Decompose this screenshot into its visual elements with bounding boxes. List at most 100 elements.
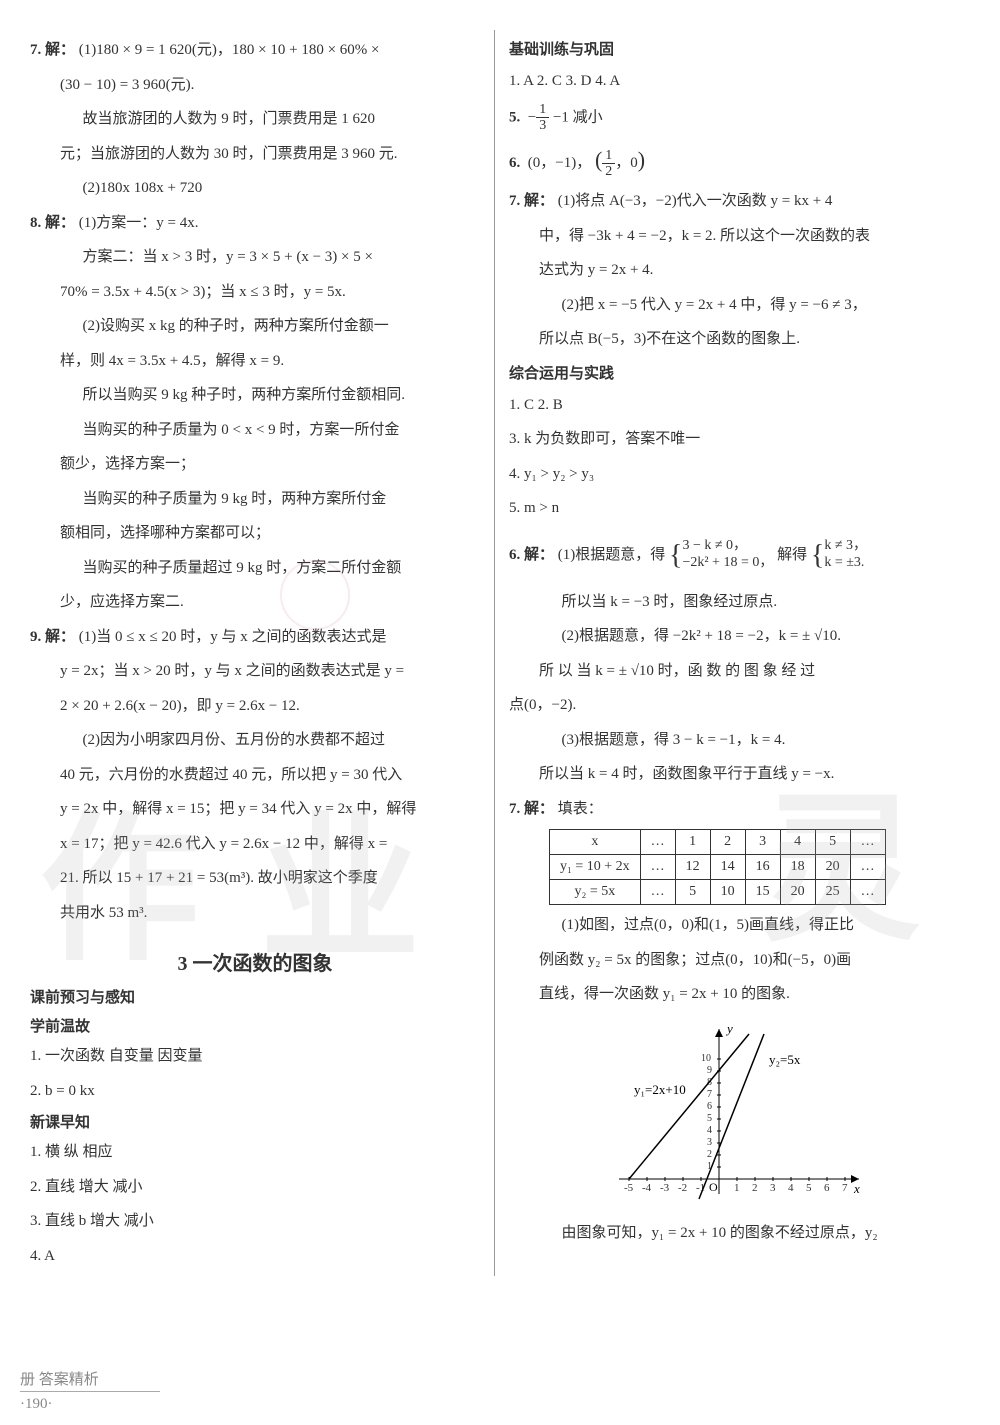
b7-intro: 解： [524, 193, 554, 209]
newknow-title: 新课早知 [30, 1111, 480, 1132]
left-column: 7. 解： (1)180 × 9 = 1 620(元)，180 × 10 + 1… [20, 30, 490, 1276]
table-cell: … [850, 830, 885, 855]
tick-label: -4 [642, 1182, 652, 1194]
b7-line1: 7. 解： (1)将点 A(−3，−2)代入一次函数 y = kx + 4 [509, 187, 959, 216]
warmup-item: 2. b = 0 kx [30, 1077, 480, 1106]
newknow-item: 1. 横 纵 相应 [30, 1138, 480, 1167]
page-number: ·190· [20, 1396, 160, 1413]
p7-text: 由图象可知，y₁ = 2x + 10 的图象不经过原点，y₂ [509, 1219, 959, 1248]
tick-label: 7 [842, 1182, 848, 1194]
p7-label: 7. [509, 801, 520, 817]
table-cell: 20 [815, 855, 850, 880]
basics-6: 6. (0，−1)， (12，0) [509, 139, 959, 181]
x-axis-label: x [853, 1181, 860, 1196]
column-divider [494, 30, 495, 1276]
q9-label: 9. [30, 629, 41, 645]
q8-text: 当购买的种子质量超过 9 kg 时，方案二所付金额 [30, 554, 480, 583]
basics-title: 基础训练与巩固 [509, 38, 959, 59]
q8-text: (1)方案一：y = 4x. [79, 215, 199, 231]
p7-text: 直线，得一次函数 y₁ = 2x + 10 的图象. [509, 980, 959, 1009]
practice-item: 5. m > n [509, 494, 959, 523]
q7-text: (30 − 10) = 3 960(元). [30, 71, 480, 100]
tick-label: 6 [824, 1182, 830, 1194]
b7-text: (1)将点 A(−3，−2)代入一次函数 y = kx + 4 [558, 193, 833, 209]
b6-text: ，0 [615, 155, 638, 171]
p6-text: (3)根据题意，得 3 − k = −1，k = 4. [509, 726, 959, 755]
q7-line1: 7. 解： (1)180 × 9 = 1 620(元)，180 × 10 + 1… [30, 36, 480, 65]
table-cell: … [640, 830, 675, 855]
practice-item: 4. y₁ > y₂ > y₃ [509, 460, 959, 489]
q8-text: 当购买的种子质量为 9 kg 时，两种方案所付金 [30, 485, 480, 514]
q8-label: 8. [30, 215, 41, 231]
origin-label: O [709, 1180, 718, 1194]
q8-text: 方案二：当 x > 3 时，y = 3 × 5 + (x − 3) × 5 × [30, 243, 480, 272]
fraction-den: 2 [602, 164, 615, 179]
tick-label: 5 [806, 1182, 812, 1194]
table-cell: 5 [815, 830, 850, 855]
warmup-item: 1. 一次函数 自变量 因变量 [30, 1042, 480, 1071]
p6-text: 所以当 k = −3 时，图象经过原点. [509, 588, 959, 617]
p7-text: 填表： [558, 801, 603, 817]
tick-label: 9 [707, 1065, 712, 1076]
table-cell: y₂ = 5x [550, 880, 641, 905]
line2-label: y₁=2x+10 [634, 1082, 686, 1097]
tick-label: 4 [788, 1182, 794, 1194]
p6-text: 所 以 当 k = ± √10 时，函 数 的 图 象 经 过 [509, 657, 959, 686]
b7-text: 中，得 −3k + 4 = −2，k = 2. 所以这个一次函数的表 [509, 222, 959, 251]
footer-booklet: 册 答案精析 [20, 1368, 160, 1392]
b7-text: 达式为 y = 2x + 4. [509, 256, 959, 285]
b5-rest: −1 减小 [553, 109, 603, 125]
table-cell: 25 [815, 880, 850, 905]
basics-answers: 1. A 2. C 3. D 4. A [509, 67, 959, 96]
q8-text: 额少，选择方案一； [30, 450, 480, 479]
p6-text: 点(0，−2). [509, 691, 959, 720]
fraction-num: 1 [536, 102, 549, 118]
right-column: 基础训练与巩固 1. A 2. C 3. D 4. A 5. −13 −1 减小… [499, 30, 969, 1276]
q8-text: 样，则 4x = 3.5x + 4.5，解得 x = 9. [30, 347, 480, 376]
eq-text: 3 − k ≠ 0， [682, 538, 747, 553]
table-cell: 3 [745, 830, 780, 855]
eq-text: −2k² + 18 = 0， [682, 555, 773, 570]
tick-label: 3 [770, 1182, 776, 1194]
q7-intro: 解： [45, 42, 75, 58]
p6-text: 解得 [777, 547, 807, 563]
newknow-item: 3. 直线 b 增大 减小 [30, 1207, 480, 1236]
table-cell: … [640, 855, 675, 880]
q8-text: 少，应选择方案二. [30, 588, 480, 617]
function-graph: y x O -5 -4 -3 -2 -1 1 2 3 4 5 6 7 1 2 [599, 1019, 869, 1209]
eq-text: k = ±3. [824, 555, 864, 570]
eq-text: k ≠ 3， [824, 538, 867, 553]
p6-text: (1)根据题意，得 [558, 547, 666, 563]
p7-text: 例函数 y₂ = 5x 的图象；过点(0，10)和(−5，0)画 [509, 946, 959, 975]
q9-text: 共用水 53 m³. [30, 899, 480, 928]
table-cell: 15 [745, 880, 780, 905]
table-cell: 12 [675, 855, 710, 880]
tick-label: -3 [660, 1182, 670, 1194]
q8-text: 额相同，选择哪种方案都可以； [30, 519, 480, 548]
tick-label: 7 [707, 1089, 712, 1100]
line-y1 [629, 1034, 749, 1179]
tick-label: 6 [707, 1101, 712, 1112]
table-cell: 16 [745, 855, 780, 880]
table-cell: 10 [710, 880, 745, 905]
table-cell: y₁ = 10 + 2x [550, 855, 641, 880]
q9-text: 40 元，六月份的水费超过 40 元，所以把 y = 30 代入 [30, 761, 480, 790]
p6-line1: 6. 解： (1)根据题意，得 { 3 − k ≠ 0， −2k² + 18 =… [509, 529, 959, 582]
table-cell: 1 [675, 830, 710, 855]
q8-text: 当购买的种子质量为 0 < x < 9 时，方案一所付金 [30, 416, 480, 445]
tick-label: -5 [624, 1182, 634, 1194]
q9-text: y = 2x；当 x > 20 时，y 与 x 之间的函数表达式是 y = [30, 657, 480, 686]
q9-text: (2)因为小明家四月份、五月份的水费都不超过 [30, 726, 480, 755]
practice-item: 3. k 为负数即可，答案不唯一 [509, 425, 959, 454]
newknow-item: 4. A [30, 1242, 480, 1271]
q8-text: 所以当购买 9 kg 种子时，两种方案所付金额相同. [30, 381, 480, 410]
practice-item: 1. C 2. B [509, 391, 959, 420]
tick-label: 1 [734, 1182, 740, 1194]
q8-line1: 8. 解： (1)方案一：y = 4x. [30, 209, 480, 238]
table-cell: x [550, 830, 641, 855]
preview-title: 课前预习与感知 [30, 986, 480, 1007]
b6-label: 6. [509, 155, 520, 171]
q7-text: (2)180x 108x + 720 [30, 174, 480, 203]
p7-line1: 7. 解： 填表： [509, 795, 959, 824]
page-footer: 册 答案精析 ·190· [20, 1368, 160, 1413]
